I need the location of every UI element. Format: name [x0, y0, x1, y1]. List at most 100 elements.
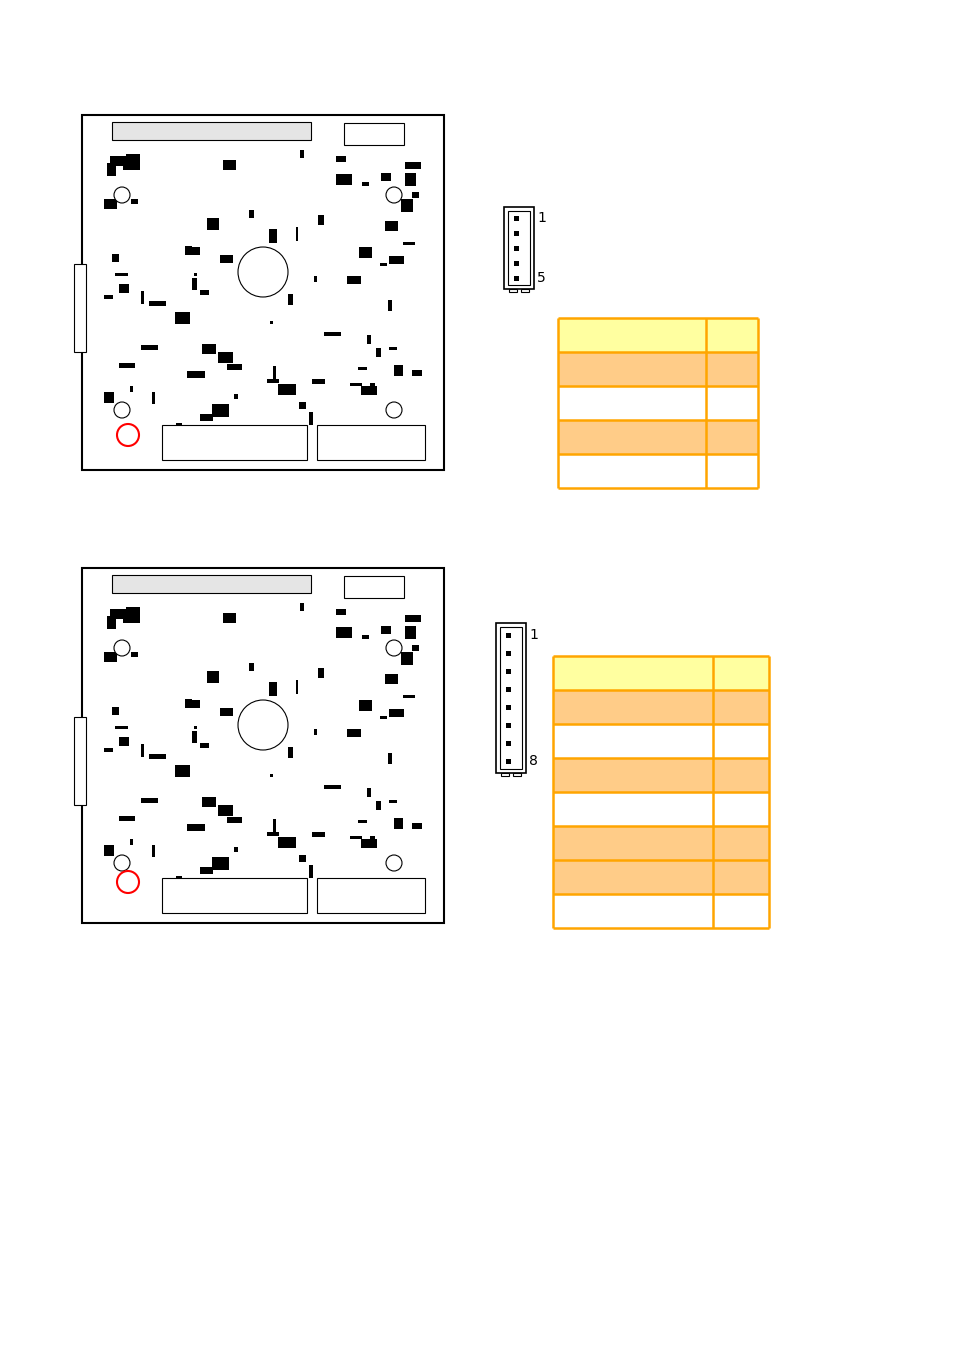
- Bar: [335, 174, 352, 185]
- Bar: [404, 173, 416, 186]
- Bar: [389, 709, 403, 717]
- Bar: [350, 878, 357, 882]
- Bar: [344, 123, 403, 144]
- Bar: [389, 255, 403, 263]
- Bar: [187, 371, 205, 378]
- Bar: [404, 616, 421, 621]
- Bar: [496, 622, 525, 774]
- Bar: [404, 626, 416, 639]
- Bar: [104, 198, 117, 209]
- Bar: [347, 277, 361, 285]
- Bar: [350, 425, 357, 428]
- Bar: [404, 162, 421, 169]
- Bar: [506, 633, 511, 637]
- Bar: [412, 192, 418, 198]
- Bar: [403, 242, 415, 244]
- Bar: [514, 261, 519, 266]
- Bar: [503, 207, 534, 289]
- Bar: [379, 717, 387, 720]
- Bar: [335, 609, 346, 616]
- Bar: [387, 300, 391, 310]
- Bar: [273, 366, 275, 378]
- Bar: [357, 367, 367, 370]
- Bar: [394, 818, 402, 829]
- Bar: [74, 265, 86, 352]
- Bar: [318, 215, 324, 225]
- Bar: [299, 602, 304, 612]
- Bar: [350, 383, 361, 386]
- Bar: [712, 690, 768, 724]
- Bar: [152, 845, 155, 857]
- Bar: [705, 386, 758, 420]
- Circle shape: [113, 640, 130, 656]
- Bar: [207, 217, 219, 230]
- Bar: [357, 821, 367, 824]
- Circle shape: [113, 402, 130, 418]
- Bar: [412, 824, 421, 829]
- Bar: [347, 729, 361, 737]
- Bar: [107, 616, 115, 629]
- Bar: [367, 788, 371, 796]
- Bar: [298, 402, 305, 409]
- Bar: [513, 774, 520, 776]
- Bar: [299, 150, 304, 158]
- Bar: [507, 211, 530, 285]
- Bar: [118, 737, 130, 747]
- Circle shape: [386, 855, 401, 871]
- Bar: [110, 609, 126, 620]
- Bar: [185, 247, 200, 255]
- Bar: [558, 319, 705, 352]
- Bar: [104, 652, 117, 663]
- Bar: [384, 221, 397, 231]
- Bar: [217, 805, 233, 817]
- Bar: [200, 414, 213, 421]
- Bar: [162, 878, 307, 913]
- Bar: [506, 741, 511, 745]
- Bar: [506, 651, 511, 656]
- Bar: [112, 122, 311, 140]
- Bar: [506, 705, 511, 710]
- Bar: [220, 707, 233, 717]
- Bar: [558, 420, 705, 454]
- Bar: [233, 394, 238, 398]
- Bar: [553, 860, 712, 894]
- Bar: [107, 162, 115, 176]
- Bar: [514, 216, 519, 220]
- Bar: [506, 759, 511, 764]
- Bar: [131, 386, 133, 393]
- Bar: [112, 575, 311, 593]
- Bar: [514, 246, 519, 251]
- Bar: [288, 747, 293, 757]
- Bar: [350, 836, 361, 840]
- Bar: [506, 668, 511, 674]
- Bar: [277, 385, 295, 396]
- Bar: [705, 319, 758, 352]
- Bar: [295, 680, 297, 694]
- Bar: [712, 724, 768, 757]
- Bar: [403, 694, 415, 698]
- Bar: [553, 724, 712, 757]
- Bar: [309, 412, 313, 425]
- Bar: [162, 425, 307, 460]
- Bar: [316, 878, 425, 913]
- Bar: [553, 656, 712, 690]
- Bar: [553, 826, 712, 860]
- Bar: [200, 743, 209, 748]
- Bar: [193, 431, 205, 439]
- Bar: [712, 826, 768, 860]
- Bar: [104, 393, 114, 402]
- Bar: [314, 729, 317, 736]
- Bar: [387, 753, 391, 764]
- Bar: [312, 379, 325, 383]
- Bar: [309, 865, 313, 879]
- Bar: [131, 652, 138, 656]
- Bar: [367, 336, 371, 344]
- Bar: [123, 158, 140, 170]
- Bar: [506, 722, 511, 728]
- Bar: [269, 682, 276, 695]
- Bar: [312, 832, 325, 837]
- Bar: [141, 744, 144, 757]
- Bar: [104, 294, 112, 300]
- Bar: [249, 663, 253, 671]
- Bar: [712, 792, 768, 826]
